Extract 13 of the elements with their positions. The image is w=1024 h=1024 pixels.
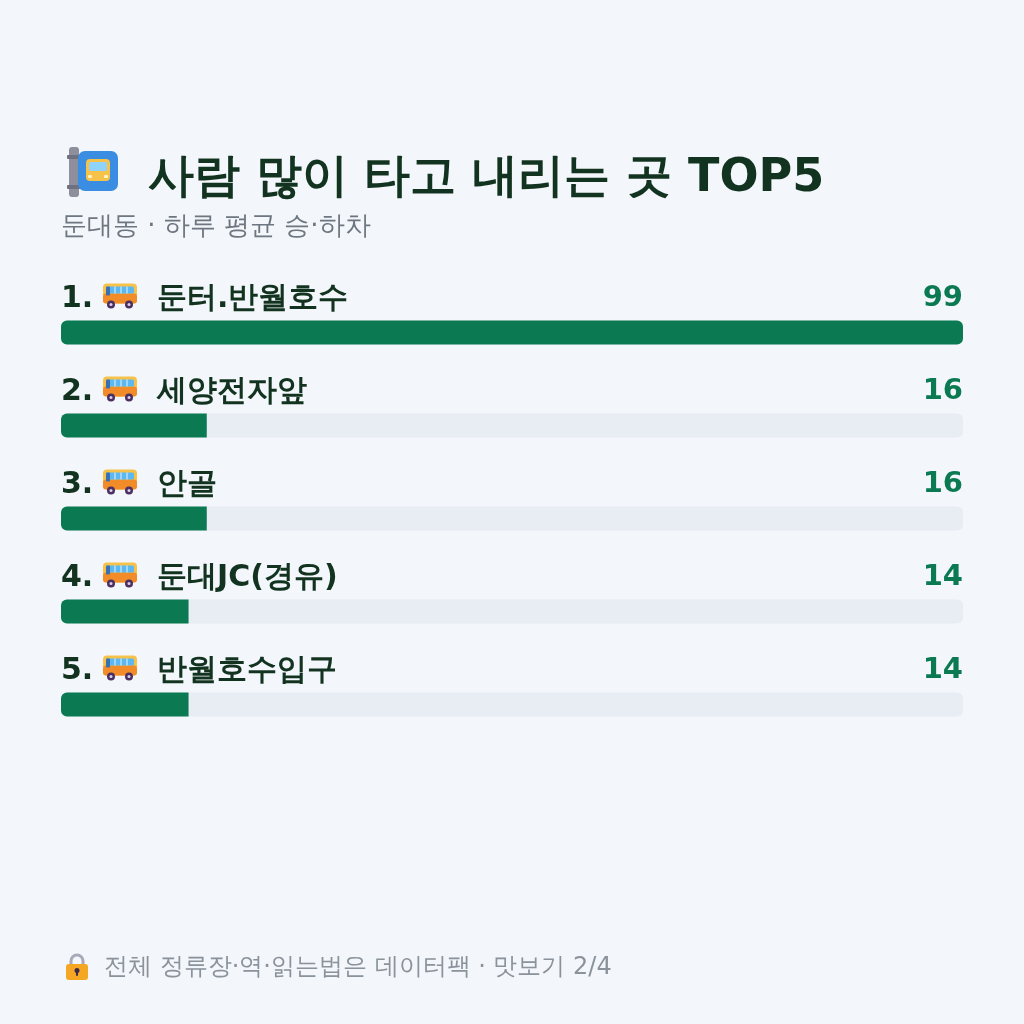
text: 전체 정류장·역·읽는법은 데이터팩 · 맛보기 2/4 (104, 951, 612, 982)
category-label: 3. 안골 (61, 464, 217, 499)
chart-title: 사람 많이 타고 내리는 곳 TOP5 (148, 148, 825, 202)
category-label: 1. 둔터.반월호수 (61, 278, 349, 313)
category-label: 5. 반월호수입구 (61, 650, 337, 685)
chart-subtitle: 둔대동 · 하루 평균 승·하차 (61, 209, 371, 242)
data-label: 16 (922, 371, 963, 406)
data-label: 99 (922, 278, 963, 313)
data-label: 14 (922, 557, 963, 592)
data-label: 16 (922, 464, 963, 499)
category-label: 4. 둔대JC(경유) (61, 557, 338, 592)
data-label: 14 (922, 650, 963, 685)
category-label: 2. 세양전자앞 (61, 371, 307, 406)
